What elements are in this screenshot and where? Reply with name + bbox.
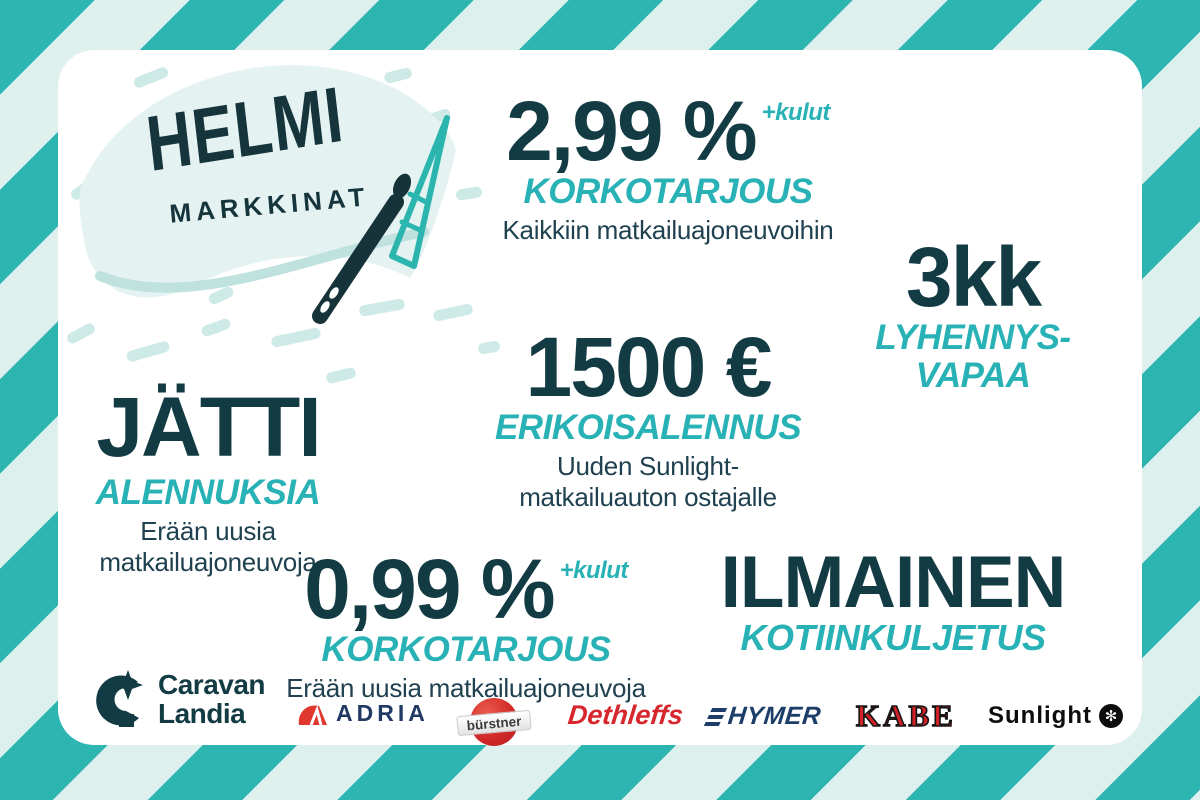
offer-fees-note: +kulut [761,99,831,126]
brand-logo-kabe: KABE [855,697,956,734]
dethleffs-wordmark: Dethleffs [566,700,685,730]
offer-description: Kaikkiin matkailuajoneuvoihin [502,215,834,246]
offer-value: ILMAINEN [720,542,1067,623]
offer-interest-299: 2,99 % +kulut KORKOTARJOUS Kaikkiin matka… [418,89,918,246]
offer-value-text: 2,99 % [506,84,758,178]
brand-logo-dethleffs: Dethleffs [566,700,685,731]
offer-description-line1: Uuden Sunlight- [557,451,739,482]
offer-free-delivery: ILMAINEN KOTIINKULJETUS [693,542,1093,659]
caravan-landia-logo: Caravan Landia [86,668,266,732]
offer-label: ERIKOISALENNUS [494,407,802,447]
brand-logo-adria: ADRIA [298,700,429,727]
offer-description-line2: matkailuajoneuvoja [99,546,317,577]
offer-label-line1: LYHENNYS- [875,317,1071,357]
adria-wordmark: ADRIA [336,700,429,726]
offer-value-text: 0,99 % [304,542,556,636]
sunlight-wordmark: Sunlight [988,702,1092,729]
dealer-name: Caravan Landia [158,669,266,729]
offer-label: KORKOTARJOUS [321,629,611,669]
offer-value: 2,99 % +kulut [418,89,918,173]
sunlight-sun-icon: ✻ [1098,704,1123,728]
campaign-card: HELMI MARKKINAT 2,99 % +kulut KORKOTARJOU… [58,50,1142,746]
kabe-wordmark: KABE [855,697,956,734]
offer-description-line1: Erään uusia [140,516,276,547]
dealer-name-line1: Caravan [158,669,266,701]
offer-interest-099: 0,99 % +kulut KORKOTARJOUS Erään uusia ma… [216,547,716,704]
burstner-circle-icon: bürstner [456,698,532,746]
offer-value: 1500 € [525,320,773,414]
brand-logo-hymer: HYMER [703,702,823,731]
offer-label: KOTIINKULJETUS [740,617,1046,659]
helmi-markkinat-logo: HELMI MARKKINAT [58,50,488,370]
adria-mark-icon [298,704,327,726]
offer-value: 3kk [905,230,1042,324]
offer-description-line2: matkailuauton ostajalle [519,481,777,512]
brand-logo-sunlight: Sunlight ✻ [988,702,1123,730]
offer-value: 0,99 % +kulut [216,547,716,631]
offer-label: ALENNUKSIA [95,472,321,512]
brand-logo-burstner: bürstner [456,698,532,746]
burstner-wordmark: bürstner [456,709,532,737]
hymer-stripes-icon [703,707,728,726]
offer-fees-note: +kulut [559,557,629,584]
offer-special-discount: 1500 € ERIKOISALENNUS Uuden Sunlight- ma… [398,320,898,513]
offer-label: KORKOTARJOUS [523,171,813,211]
windshield-wiper-icon [79,65,456,324]
offer-payment-free: 3kk LYHENNYS- VAPAA [848,230,1098,396]
offer-value: JÄTTI [96,380,321,474]
caravan-landia-mark-icon [96,670,143,727]
hymer-wordmark: HYMER [726,702,823,730]
offer-label-line2: VAPAA [915,356,1031,396]
dealer-name-line2: Landia [158,698,246,729]
offer-description: Erään uusia matkailuajoneuvoja [286,673,646,704]
offer-giant-discounts: JÄTTI ALENNUKSIA Erään uusia matkailuajo… [68,382,348,577]
